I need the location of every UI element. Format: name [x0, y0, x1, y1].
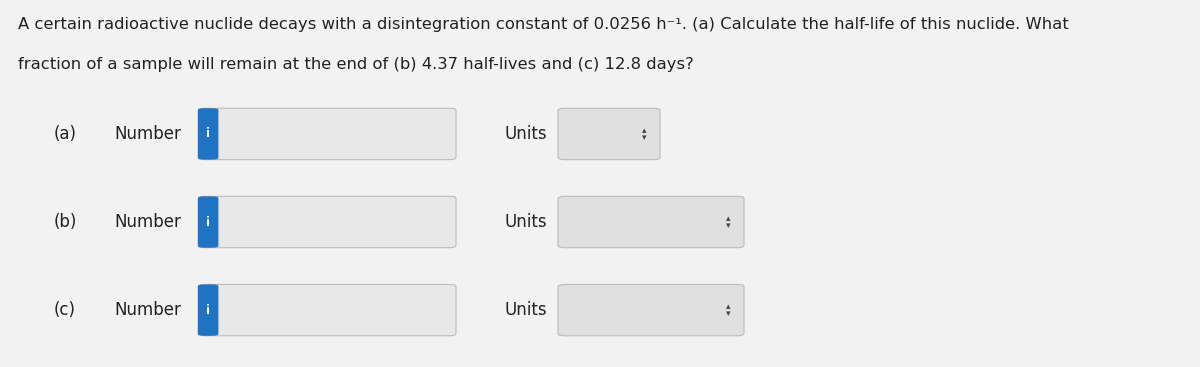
FancyBboxPatch shape	[198, 108, 218, 160]
FancyBboxPatch shape	[198, 196, 456, 248]
FancyBboxPatch shape	[558, 196, 744, 248]
Text: ▴
▾: ▴ ▾	[726, 302, 731, 319]
Text: Number: Number	[114, 213, 181, 231]
Text: Units: Units	[504, 213, 547, 231]
FancyBboxPatch shape	[558, 284, 744, 336]
Text: (a): (a)	[54, 125, 77, 143]
Text: fraction of a sample will remain at the end of (b) 4.37 half-lives and (c) 12.8 : fraction of a sample will remain at the …	[18, 57, 694, 72]
FancyBboxPatch shape	[198, 284, 218, 336]
Text: i: i	[206, 215, 210, 229]
Text: Number: Number	[114, 301, 181, 319]
Text: i: i	[206, 127, 210, 141]
Text: ▴
▾: ▴ ▾	[726, 214, 731, 230]
Text: Units: Units	[504, 125, 547, 143]
FancyBboxPatch shape	[198, 108, 456, 160]
Text: (b): (b)	[54, 213, 77, 231]
Text: ▴
▾: ▴ ▾	[642, 126, 647, 142]
Text: (c): (c)	[54, 301, 76, 319]
FancyBboxPatch shape	[558, 108, 660, 160]
Text: A certain radioactive nuclide decays with a disintegration constant of 0.0256 h⁻: A certain radioactive nuclide decays wit…	[18, 17, 1069, 32]
Text: Number: Number	[114, 125, 181, 143]
Text: i: i	[206, 304, 210, 317]
Text: Units: Units	[504, 301, 547, 319]
FancyBboxPatch shape	[198, 196, 218, 248]
FancyBboxPatch shape	[198, 284, 456, 336]
